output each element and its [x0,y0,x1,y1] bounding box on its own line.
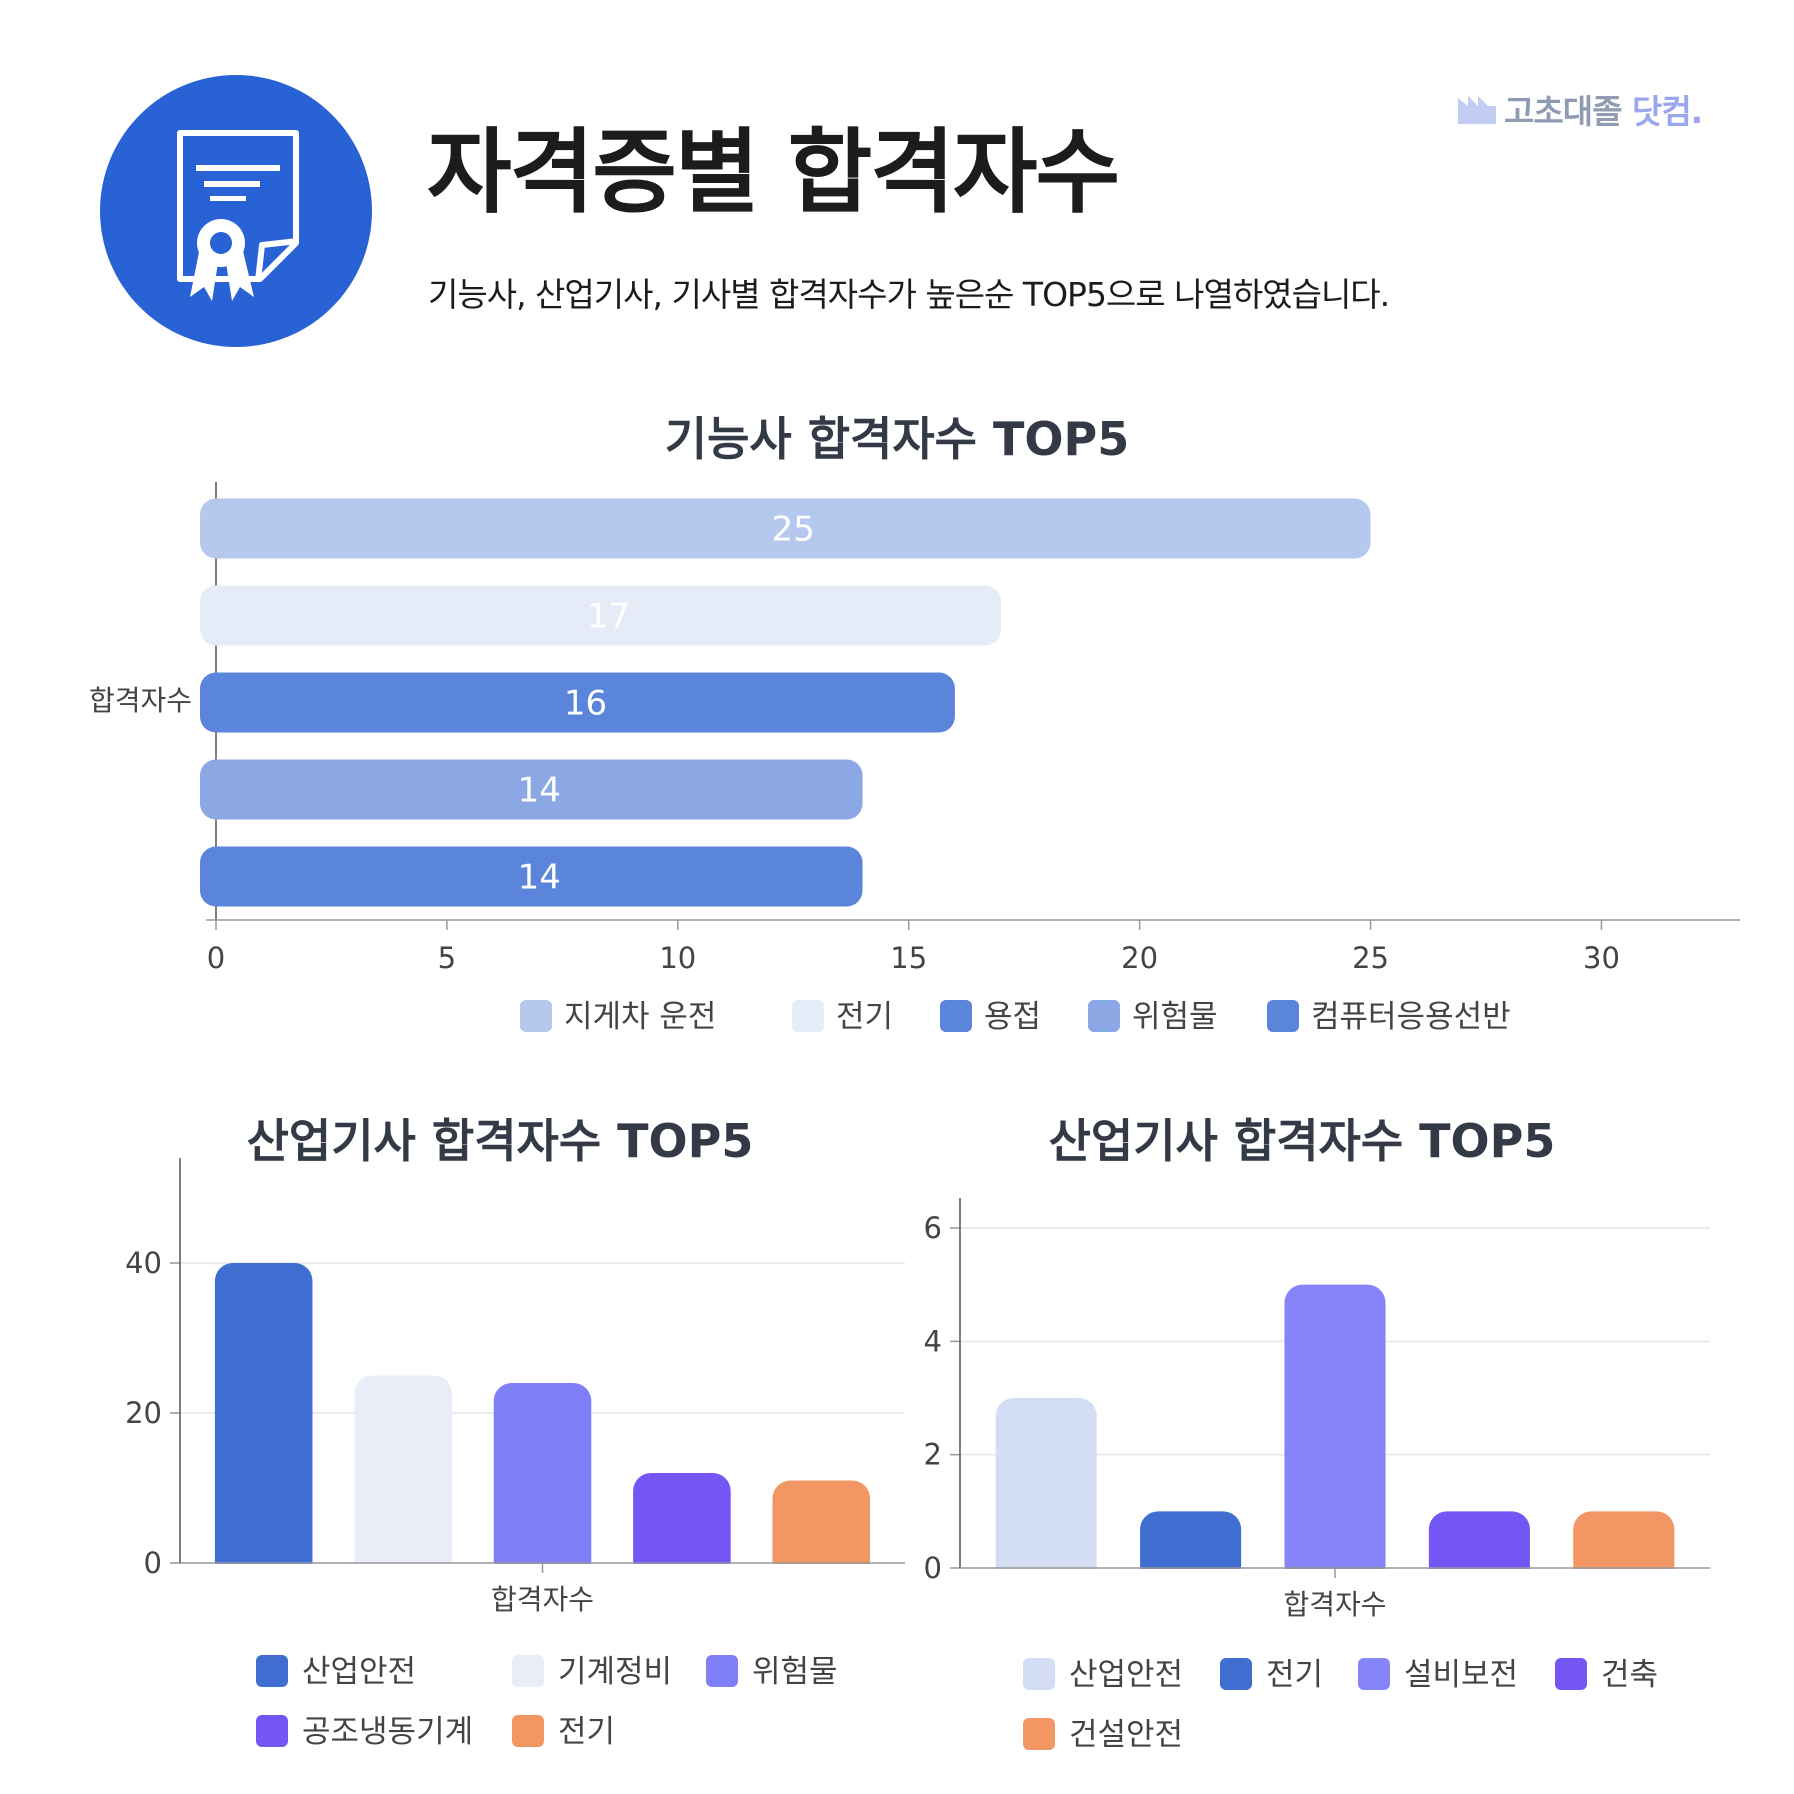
page-title: 자격증별 합격자수 [427,119,1120,226]
data-label: 14 [518,858,561,898]
legend-label: 설비보전 [1404,1657,1518,1693]
legend-swatch-eca780eab28cecb0a820ec9ab4eca084 [520,1000,552,1032]
chart-craftsman-top5: 기능사 합격자수 TOP5 합격자수 25 17 16 14 14 0 5 10 15 20 25 30 지… [0,400,1740,1035]
bar-mask [178,1564,910,1604]
bar-ecbbb4ed93a8ed84b0ec9d91ec9aa9ec84a0ebb098 [200,846,863,907]
legend-swatch-ec82b0ec9785ec9588eca084 [1023,1658,1055,1690]
brand-mark-icon [1458,96,1496,124]
legend-swatch-ec9aa9eca091 [940,1000,972,1032]
y-tick-label: 0 [144,1546,162,1580]
x-tick-label: 20 [1121,941,1158,975]
legend-swatch-ec84a4ebb984ebb3b4eca084 [1358,1658,1390,1690]
page-subtitle: 기능사, 산업기사, 기사별 합격자수가 높은순 TOP5으로 나열하였습니다. [428,275,1390,314]
legend-swatch-eab1b4ecb695 [1555,1658,1587,1690]
legend-swatch-eca084eab8b0 [512,1715,544,1747]
legend-label: 건설안전 [1069,1717,1183,1753]
x-tick-label: 30 [1583,941,1620,975]
bar-eca780eab28cecb0a820ec9ab4eca084 [200,498,1371,559]
brand-logo: 고초대졸 닷컴. [1458,90,1703,131]
legend-swatch-ec82b0ec9785ec9588eca084 [256,1655,288,1687]
legend-swatch-eca084eab8b0 [792,1000,824,1032]
legend-label: 전기 [1266,1657,1323,1693]
x-tick-label: 25 [1352,941,1389,975]
legend-label: 위험물 [752,1654,838,1690]
bar-eab1b4ecb695 [1428,1511,1530,1584]
bar-ec9c84ed9798ebacbc [493,1383,592,1579]
legend-swatch-ec9c84ed9798ebacbc [706,1655,738,1687]
x-tick-label: 10 [659,941,696,975]
legend-label: 컴퓨터응용선반 [1311,999,1511,1035]
legend-label: 공조냉동기계 [302,1714,473,1750]
data-label: 14 [518,771,561,811]
legend-label: 전기 [558,1714,615,1750]
bar-ec9aa9eca091 [200,672,955,733]
bar-ec84a4ebb984ebb3b4eca084 [1284,1284,1386,1584]
bar-ec82b0ec9785ec9588eca084 [995,1398,1097,1584]
bar-eab1b4ec84a4ec9588eca084 [1573,1511,1675,1584]
legend-label: 기계정비 [558,1654,672,1690]
legend-label: 산업안전 [1069,1657,1183,1693]
legend-swatch-eab8b0eab384eca095ebb984 [512,1655,544,1687]
y-tick-label: 6 [924,1211,942,1245]
legend-label: 전기 [836,999,893,1035]
chart-title: 기능사 합격자수 TOP5 [665,412,1129,466]
legend-label: 지게차 운전 [564,999,716,1035]
category-label: 합격자수 [491,1583,594,1616]
legend-swatch-eab1b4ec84a4ec9588eca084 [1023,1718,1055,1750]
legend-swatch-eab3b5eca1b0eb8389eb8f99eab8b0eab384 [256,1715,288,1747]
y-tick-label: 2 [924,1438,942,1472]
bar-eca084eab8b0 [1140,1511,1242,1584]
brand-name: 고초대졸 [1504,92,1622,131]
bar-ec9c84ed9798ebacbc [200,759,863,820]
category-label: 합격자수 [1283,1588,1386,1621]
legend-label: 용접 [984,999,1041,1035]
x-tick-label: 5 [438,941,456,975]
legend-label: 건축 [1601,1657,1658,1693]
axis-clip [0,400,215,910]
data-label: 16 [564,684,607,724]
y-tick-label: 40 [125,1246,162,1280]
y-tick-label: 0 [924,1551,942,1585]
bar-mask [958,1569,1728,1609]
legend-swatch-ec9c84ed9798ebacbc [1088,1000,1120,1032]
data-label: 25 [772,510,815,550]
category-label: 합격자수 [89,684,192,717]
chart-title: 산업기사 합격자수 TOP5 [1049,1115,1556,1168]
bar-ec82b0ec9785ec9588eca084 [214,1263,313,1579]
x-tick-label: 15 [890,941,927,975]
legend-swatch-eca084eab8b0 [1220,1658,1252,1690]
bar-eca084eab8b0 [200,585,1002,646]
y-tick-label: 4 [924,1324,942,1358]
certificate-icon [100,75,372,347]
legend-label: 산업안전 [302,1654,416,1690]
chart-title: 산업기사 합격자수 TOP5 [247,1115,754,1168]
brand-suffix: 닷컴. [1631,92,1703,131]
data-label: 17 [587,597,630,637]
x-tick-label: 0 [207,941,225,975]
bar-eab3b5eca1b0eb8389eb8f99eab8b0eab384 [633,1473,731,1579]
legend-label: 위험물 [1132,999,1218,1035]
legend-swatch-ecbbb4ed93a8ed84b0ec9d91ec9aa9ec84a0ebb098 [1267,1000,1299,1032]
bar-eab8b0eab384eca095ebb984 [354,1375,452,1579]
bar-eca084eab8b0 [772,1480,871,1579]
y-tick-label: 20 [125,1396,162,1430]
